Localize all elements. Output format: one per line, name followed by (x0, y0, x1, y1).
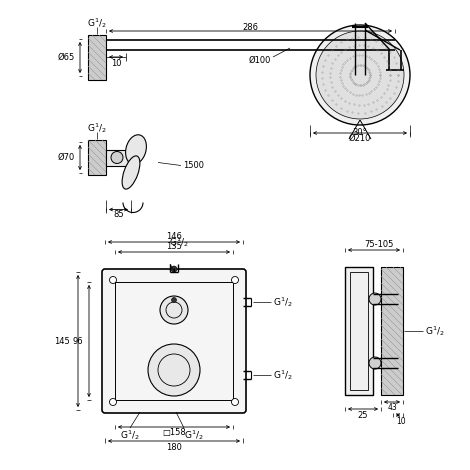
Circle shape (232, 399, 238, 406)
Polygon shape (381, 267, 403, 395)
Ellipse shape (125, 135, 147, 164)
Text: Ø100: Ø100 (249, 55, 271, 64)
Text: 30°: 30° (352, 127, 368, 136)
Circle shape (111, 151, 123, 164)
Circle shape (171, 266, 177, 272)
Text: $\mathregular{G}^{1}/_{2}$: $\mathregular{G}^{1}/_{2}$ (273, 295, 293, 309)
Circle shape (369, 293, 381, 305)
FancyBboxPatch shape (102, 269, 246, 413)
Text: 96: 96 (72, 337, 83, 345)
Circle shape (310, 25, 410, 125)
Text: 286: 286 (243, 23, 258, 31)
Polygon shape (88, 140, 106, 175)
Text: 180: 180 (166, 444, 182, 453)
Circle shape (232, 276, 238, 283)
FancyBboxPatch shape (345, 267, 373, 395)
Text: 75-105: 75-105 (364, 240, 394, 249)
Text: Ø70: Ø70 (58, 153, 75, 162)
Text: 25: 25 (358, 410, 368, 420)
Circle shape (148, 344, 200, 396)
Text: 43: 43 (387, 404, 397, 413)
Text: 85: 85 (113, 210, 124, 219)
Text: 10: 10 (396, 417, 406, 426)
Circle shape (316, 31, 404, 119)
Text: 1500: 1500 (183, 161, 204, 170)
Text: 10: 10 (111, 58, 121, 68)
FancyBboxPatch shape (106, 149, 128, 165)
Ellipse shape (122, 156, 140, 189)
Text: $\mathregular{G}^{1}/_{2}$: $\mathregular{G}^{1}/_{2}$ (425, 324, 445, 338)
Text: $\mathregular{G}^{1}/_{2}$: $\mathregular{G}^{1}/_{2}$ (87, 121, 107, 135)
Circle shape (172, 298, 177, 303)
Text: $\mathregular{G}^{1}/_{2}$: $\mathregular{G}^{1}/_{2}$ (273, 368, 293, 382)
Text: 146: 146 (166, 232, 182, 241)
Circle shape (160, 296, 188, 324)
Circle shape (110, 399, 117, 406)
Circle shape (369, 357, 381, 369)
Text: Ø210: Ø210 (349, 133, 371, 142)
Text: $\mathregular{G}^{1}/_{2}$: $\mathregular{G}^{1}/_{2}$ (120, 428, 140, 442)
Text: 135: 135 (166, 242, 182, 251)
Text: 145: 145 (54, 337, 70, 345)
Text: Ø65: Ø65 (58, 53, 75, 62)
Text: $\mathregular{G}^{1}/_{2}$: $\mathregular{G}^{1}/_{2}$ (184, 428, 204, 442)
Text: $\mathregular{G}^{1}/_{2}$: $\mathregular{G}^{1}/_{2}$ (87, 16, 107, 30)
Text: $\mathregular{G}^{1}/_{2}$: $\mathregular{G}^{1}/_{2}$ (169, 235, 189, 249)
Text: □158: □158 (162, 429, 186, 438)
Polygon shape (88, 35, 106, 80)
Circle shape (110, 276, 117, 283)
